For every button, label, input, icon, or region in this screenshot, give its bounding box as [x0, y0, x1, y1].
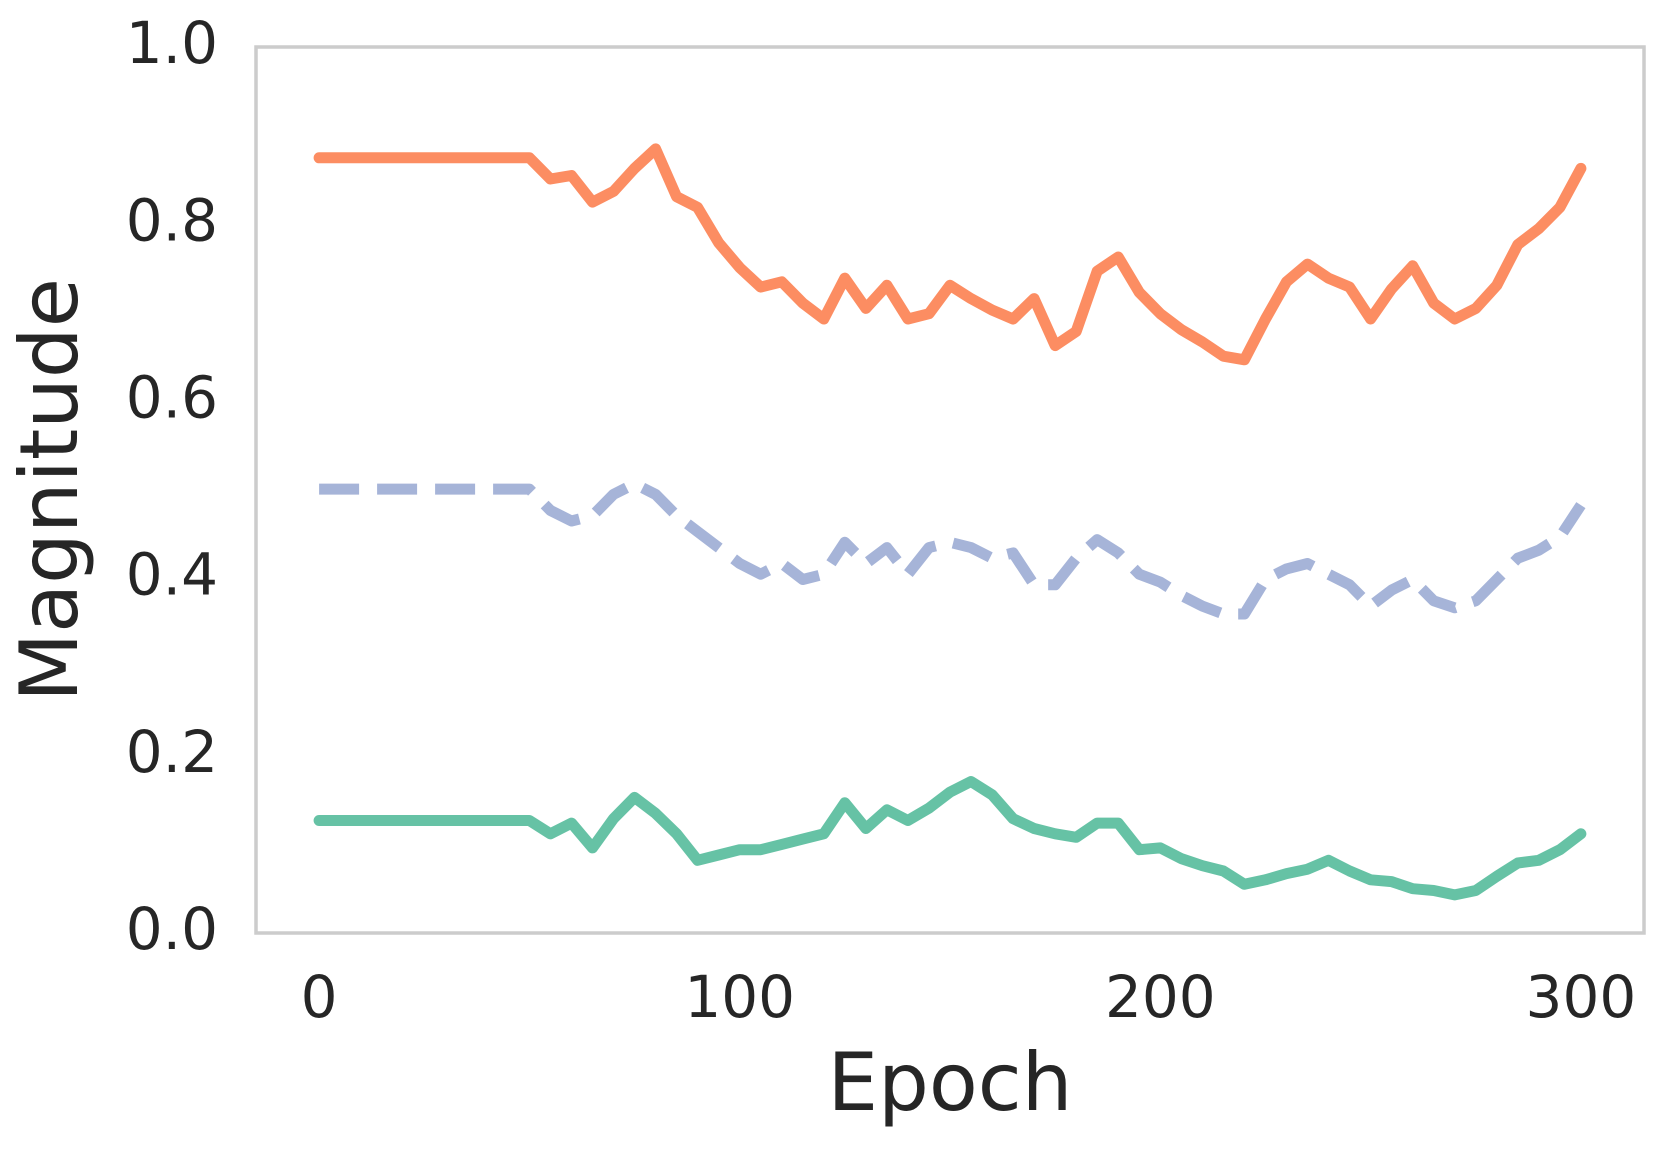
x-axis-label: Epoch [828, 1036, 1073, 1129]
x-tick-label: 0 [301, 963, 338, 1031]
y-tick-label: 0.0 [126, 895, 218, 963]
line-series [313, 143, 1587, 366]
line-series [319, 478, 1586, 620]
y-tick-label: 1.0 [126, 9, 218, 77]
plot-frame [254, 45, 1646, 935]
y-tick-label: 0.2 [126, 718, 218, 786]
x-tick-label: 200 [1105, 963, 1216, 1031]
y-tick-label: 0.6 [126, 364, 218, 432]
line-series [313, 776, 1587, 901]
y-axis-label: Magnitude [3, 278, 96, 702]
x-tick-label: 300 [1526, 963, 1637, 1031]
x-tick-label: 100 [684, 963, 795, 1031]
y-tick-label: 0.8 [126, 186, 218, 254]
y-tick-label: 0.4 [126, 541, 218, 609]
